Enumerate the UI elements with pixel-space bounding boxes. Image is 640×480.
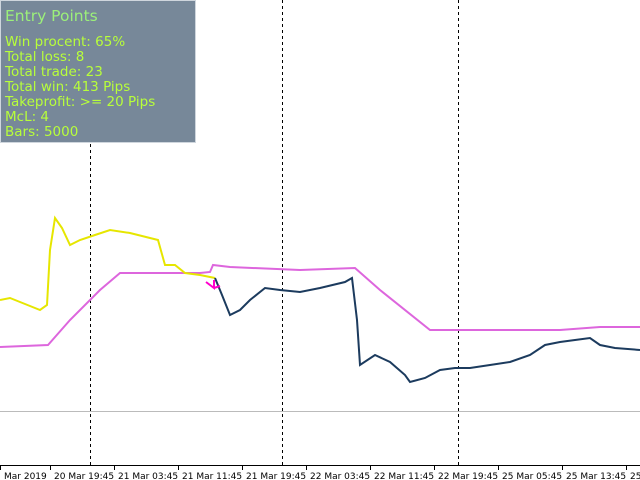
panel-line: Takeprofit: >= 20 Pips <box>4 94 155 110</box>
panel-line: Total win: 413 Pips <box>4 79 130 95</box>
time-label: 21 Mar 11:45 <box>182 472 242 480</box>
panel-line: Bars: 5000 <box>5 124 78 140</box>
price-bars-blue <box>214 276 640 384</box>
time-label: 25 <box>630 472 640 480</box>
panel-title: Entry Points <box>5 7 98 25</box>
panel-line: Win procent: 65% <box>5 34 125 50</box>
entry-arrow <box>205 280 221 290</box>
panel-line: Total loss: 8 <box>4 49 84 65</box>
time-label: 25 Mar 05:45 <box>502 472 562 480</box>
time-label: Mar 2019 <box>4 472 47 480</box>
panel-line: McL: 4 <box>5 109 49 125</box>
time-label: 25 Mar 13:45 <box>566 472 626 480</box>
time-label: 22 Mar 11:45 <box>374 472 434 480</box>
time-label: 22 Mar 19:45 <box>438 472 498 480</box>
price-bars-yellow <box>0 215 216 312</box>
time-label: 21 Mar 19:45 <box>246 472 306 480</box>
time-label: 20 Mar 19:45 <box>54 472 114 480</box>
time-label: 21 Mar 03:45 <box>118 472 178 480</box>
time-axis: Mar 2019 20 Mar 19:45 21 Mar 03:45 21 Mar 1… <box>0 465 640 480</box>
panel-line: Total trade: 23 <box>4 64 103 80</box>
time-label: 22 Mar 03:45 <box>310 472 370 480</box>
indicator-line <box>0 263 640 348</box>
info-panel <box>0 0 196 143</box>
